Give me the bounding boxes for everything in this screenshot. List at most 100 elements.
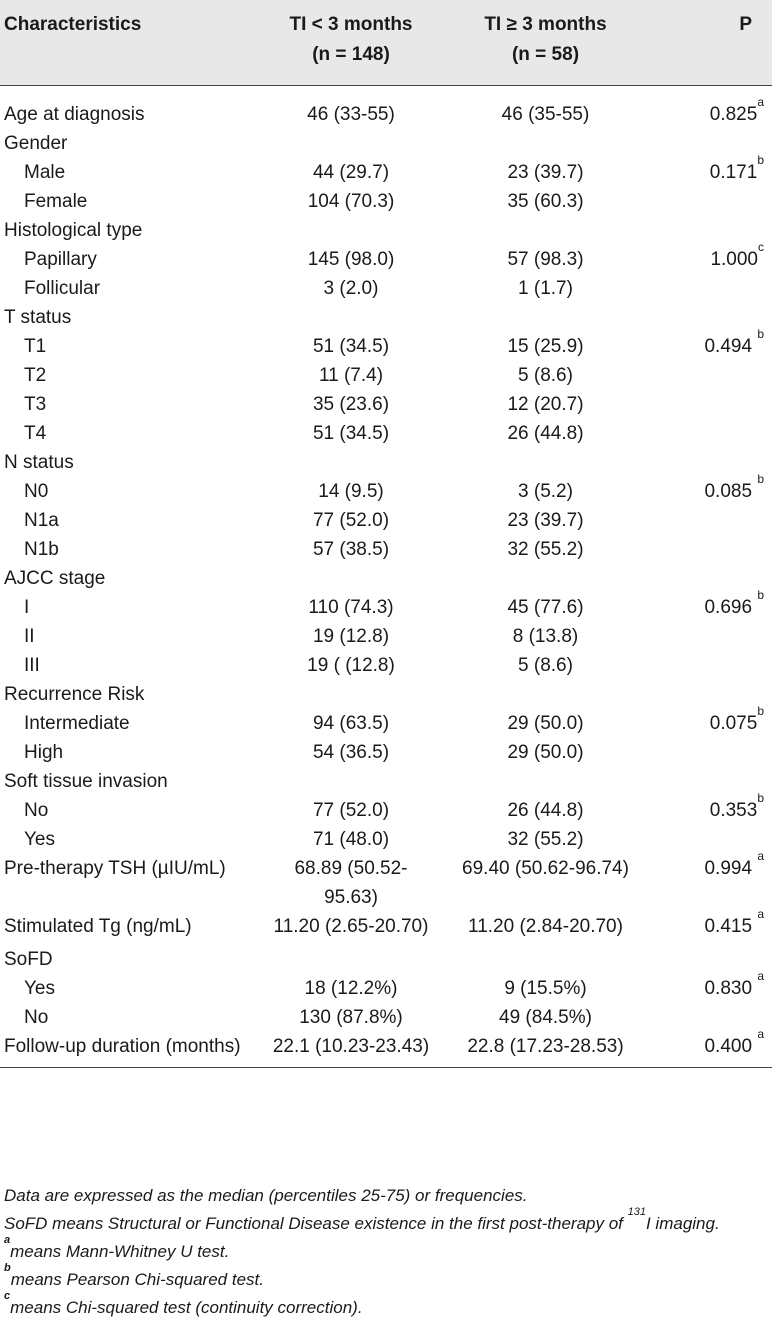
value-ti-ge-3: 35 (60.3) (507, 191, 584, 212)
value-ti-lt-3 (270, 680, 432, 709)
value-ti-lt-3: 19 (12.8) (312, 626, 390, 647)
value-ti-lt-3: 3 (2.0) (323, 278, 379, 299)
table-row: Pre-therapy TSH (µIU/mL) 68.89 (50.52-95.… (0, 850, 772, 912)
value-ti-lt-3 (270, 945, 432, 974)
value-ti-ge-3: 3 (5.2) (518, 481, 573, 502)
header-ti-ge-3-line2: (n = 58) (511, 44, 580, 65)
value-ti-ge-3: 29 (50.0) (507, 713, 584, 734)
value-ti-lt-3: 19 ( (12.8) (307, 655, 395, 676)
value-ti-ge-3 (432, 945, 659, 974)
p-value-cell: 0.075b (659, 705, 772, 738)
value-ti-lt-3: 11.20 (2.65-20.70) (273, 916, 429, 937)
p-value-cell (659, 825, 772, 854)
p-value-test-marker: a (757, 95, 764, 109)
row-label: AJCC stage (4, 568, 106, 589)
value-ti-lt-3: 57 (38.5) (312, 539, 390, 560)
footnote-c-mark: c (4, 1290, 11, 1302)
p-value-cell (659, 651, 772, 680)
p-value: 0.696 (704, 597, 758, 618)
table-row: Soft tissue invasion (0, 767, 772, 796)
value-ti-lt-3: 145 (98.0) (307, 249, 395, 270)
table-row: Follicular 3 (2.0) 1 (1.7) (0, 274, 772, 303)
value-ti-ge-3: 69.40 (50.62-96.74) (462, 858, 629, 879)
p-value-cell (659, 1003, 772, 1032)
row-sublabel: Intermediate (24, 713, 130, 734)
value-ti-ge-3: 32 (55.2) (507, 539, 584, 560)
table-row: Follow-up duration (months) 22.1 (10.23-2… (0, 1028, 772, 1068)
row-sublabel: High (24, 742, 64, 763)
value-ti-lt-3 (270, 216, 432, 245)
p-value-cell: 0.830 a (659, 970, 772, 1003)
table-row: N1b 57 (38.5) 32 (55.2) (0, 535, 772, 564)
table-row: T2 11 (7.4) 5 (8.6) (0, 361, 772, 390)
table-row: Intermediate 94 (63.5) 29 (50.0) 0.075b (0, 705, 772, 738)
row-label: Histological type (4, 220, 143, 241)
table-row: Stimulated Tg (ng/mL) 11.20 (2.65-20.70) 1… (0, 908, 772, 945)
p-value-cell (659, 274, 772, 303)
value-ti-lt-3 (270, 303, 432, 332)
value-ti-lt-3: 14 (9.5) (318, 481, 384, 502)
footnote-isotope-mass: 131 (627, 1206, 646, 1218)
value-ti-ge-3: 23 (39.7) (507, 162, 584, 183)
row-label: T status (4, 307, 72, 328)
table-row: N status (0, 448, 772, 477)
p-value-cell: 0.353b (659, 792, 772, 825)
value-ti-ge-3: 5 (8.6) (518, 655, 573, 676)
footnote-c: cmeans Chi-squared test (continuity corr… (4, 1291, 764, 1322)
characteristics-table: Characteristics TI < 3 months (n = 148) … (0, 0, 772, 1068)
footnote-a-text: means Mann-Whitney U test. (10, 1242, 230, 1261)
row-sublabel: III (24, 655, 40, 676)
value-ti-ge-3 (432, 680, 659, 709)
row-sublabel: I (24, 597, 30, 618)
header-row: Characteristics TI < 3 months (n = 148) … (0, 0, 772, 86)
value-ti-lt-3: 35 (23.6) (312, 394, 390, 415)
p-value-cell: 0.171b (659, 154, 772, 187)
p-value-cell (659, 390, 772, 419)
p-value: 0.994 (704, 858, 758, 879)
row-sublabel: II (24, 626, 35, 647)
p-value-test-marker: b (757, 153, 764, 167)
p-value: 0.353 (709, 800, 758, 821)
row-label: Pre-therapy TSH (µIU/mL) (4, 858, 226, 879)
p-value-cell (659, 448, 772, 477)
p-value: 0.830 (704, 978, 758, 999)
row-sublabel: No (24, 800, 49, 821)
p-value: 0.415 (704, 916, 758, 937)
table-row: N0 14 (9.5) 3 (5.2) 0.085 b (0, 473, 772, 506)
table-row: T3 35 (23.6) 12 (20.7) (0, 390, 772, 419)
table-row: N1a 77 (52.0) 23 (39.7) (0, 506, 772, 535)
p-value-cell: 0.415 a (659, 908, 772, 945)
row-sublabel: Yes (24, 978, 55, 999)
footnote-b-mark: b (4, 1262, 11, 1274)
row-sublabel: N0 (24, 481, 49, 502)
footnote-sofd: SoFD means Structural or Functional Dise… (4, 1207, 764, 1238)
value-ti-lt-3: 77 (52.0) (312, 510, 390, 531)
table-row: Female 104 (70.3) 35 (60.3) (0, 187, 772, 216)
row-label: Soft tissue invasion (4, 771, 168, 792)
row-label: Age at diagnosis (4, 104, 145, 125)
table-row: III 19 ( (12.8) 5 (8.6) (0, 651, 772, 680)
p-value-test-marker: b (757, 704, 764, 718)
p-value-cell: 1.000c (659, 241, 772, 274)
table-row: II 19 (12.8) 8 (13.8) (0, 622, 772, 651)
p-value-cell (659, 361, 772, 390)
table-header: Characteristics TI < 3 months (n = 148) … (0, 0, 772, 86)
value-ti-ge-3 (432, 564, 659, 593)
p-value: 0.400 (704, 1036, 758, 1057)
row-label: Gender (4, 133, 68, 154)
value-ti-lt-3: 104 (70.3) (307, 191, 395, 212)
p-value-cell (659, 564, 772, 593)
p-value: 0.075 (709, 713, 758, 734)
row-sublabel: T4 (24, 423, 47, 444)
p-value-cell: 0.825a (659, 86, 772, 130)
value-ti-ge-3: 1 (1.7) (518, 278, 573, 299)
p-value-cell (659, 216, 772, 245)
p-value-test-marker: a (757, 969, 764, 983)
value-ti-ge-3: 23 (39.7) (507, 510, 584, 531)
p-value-test-marker: a (757, 1027, 764, 1041)
value-ti-ge-3: 26 (44.8) (507, 800, 584, 821)
value-ti-ge-3 (432, 216, 659, 245)
table-row: AJCC stage (0, 564, 772, 593)
row-sublabel: T3 (24, 394, 47, 415)
p-value-cell (659, 506, 772, 535)
